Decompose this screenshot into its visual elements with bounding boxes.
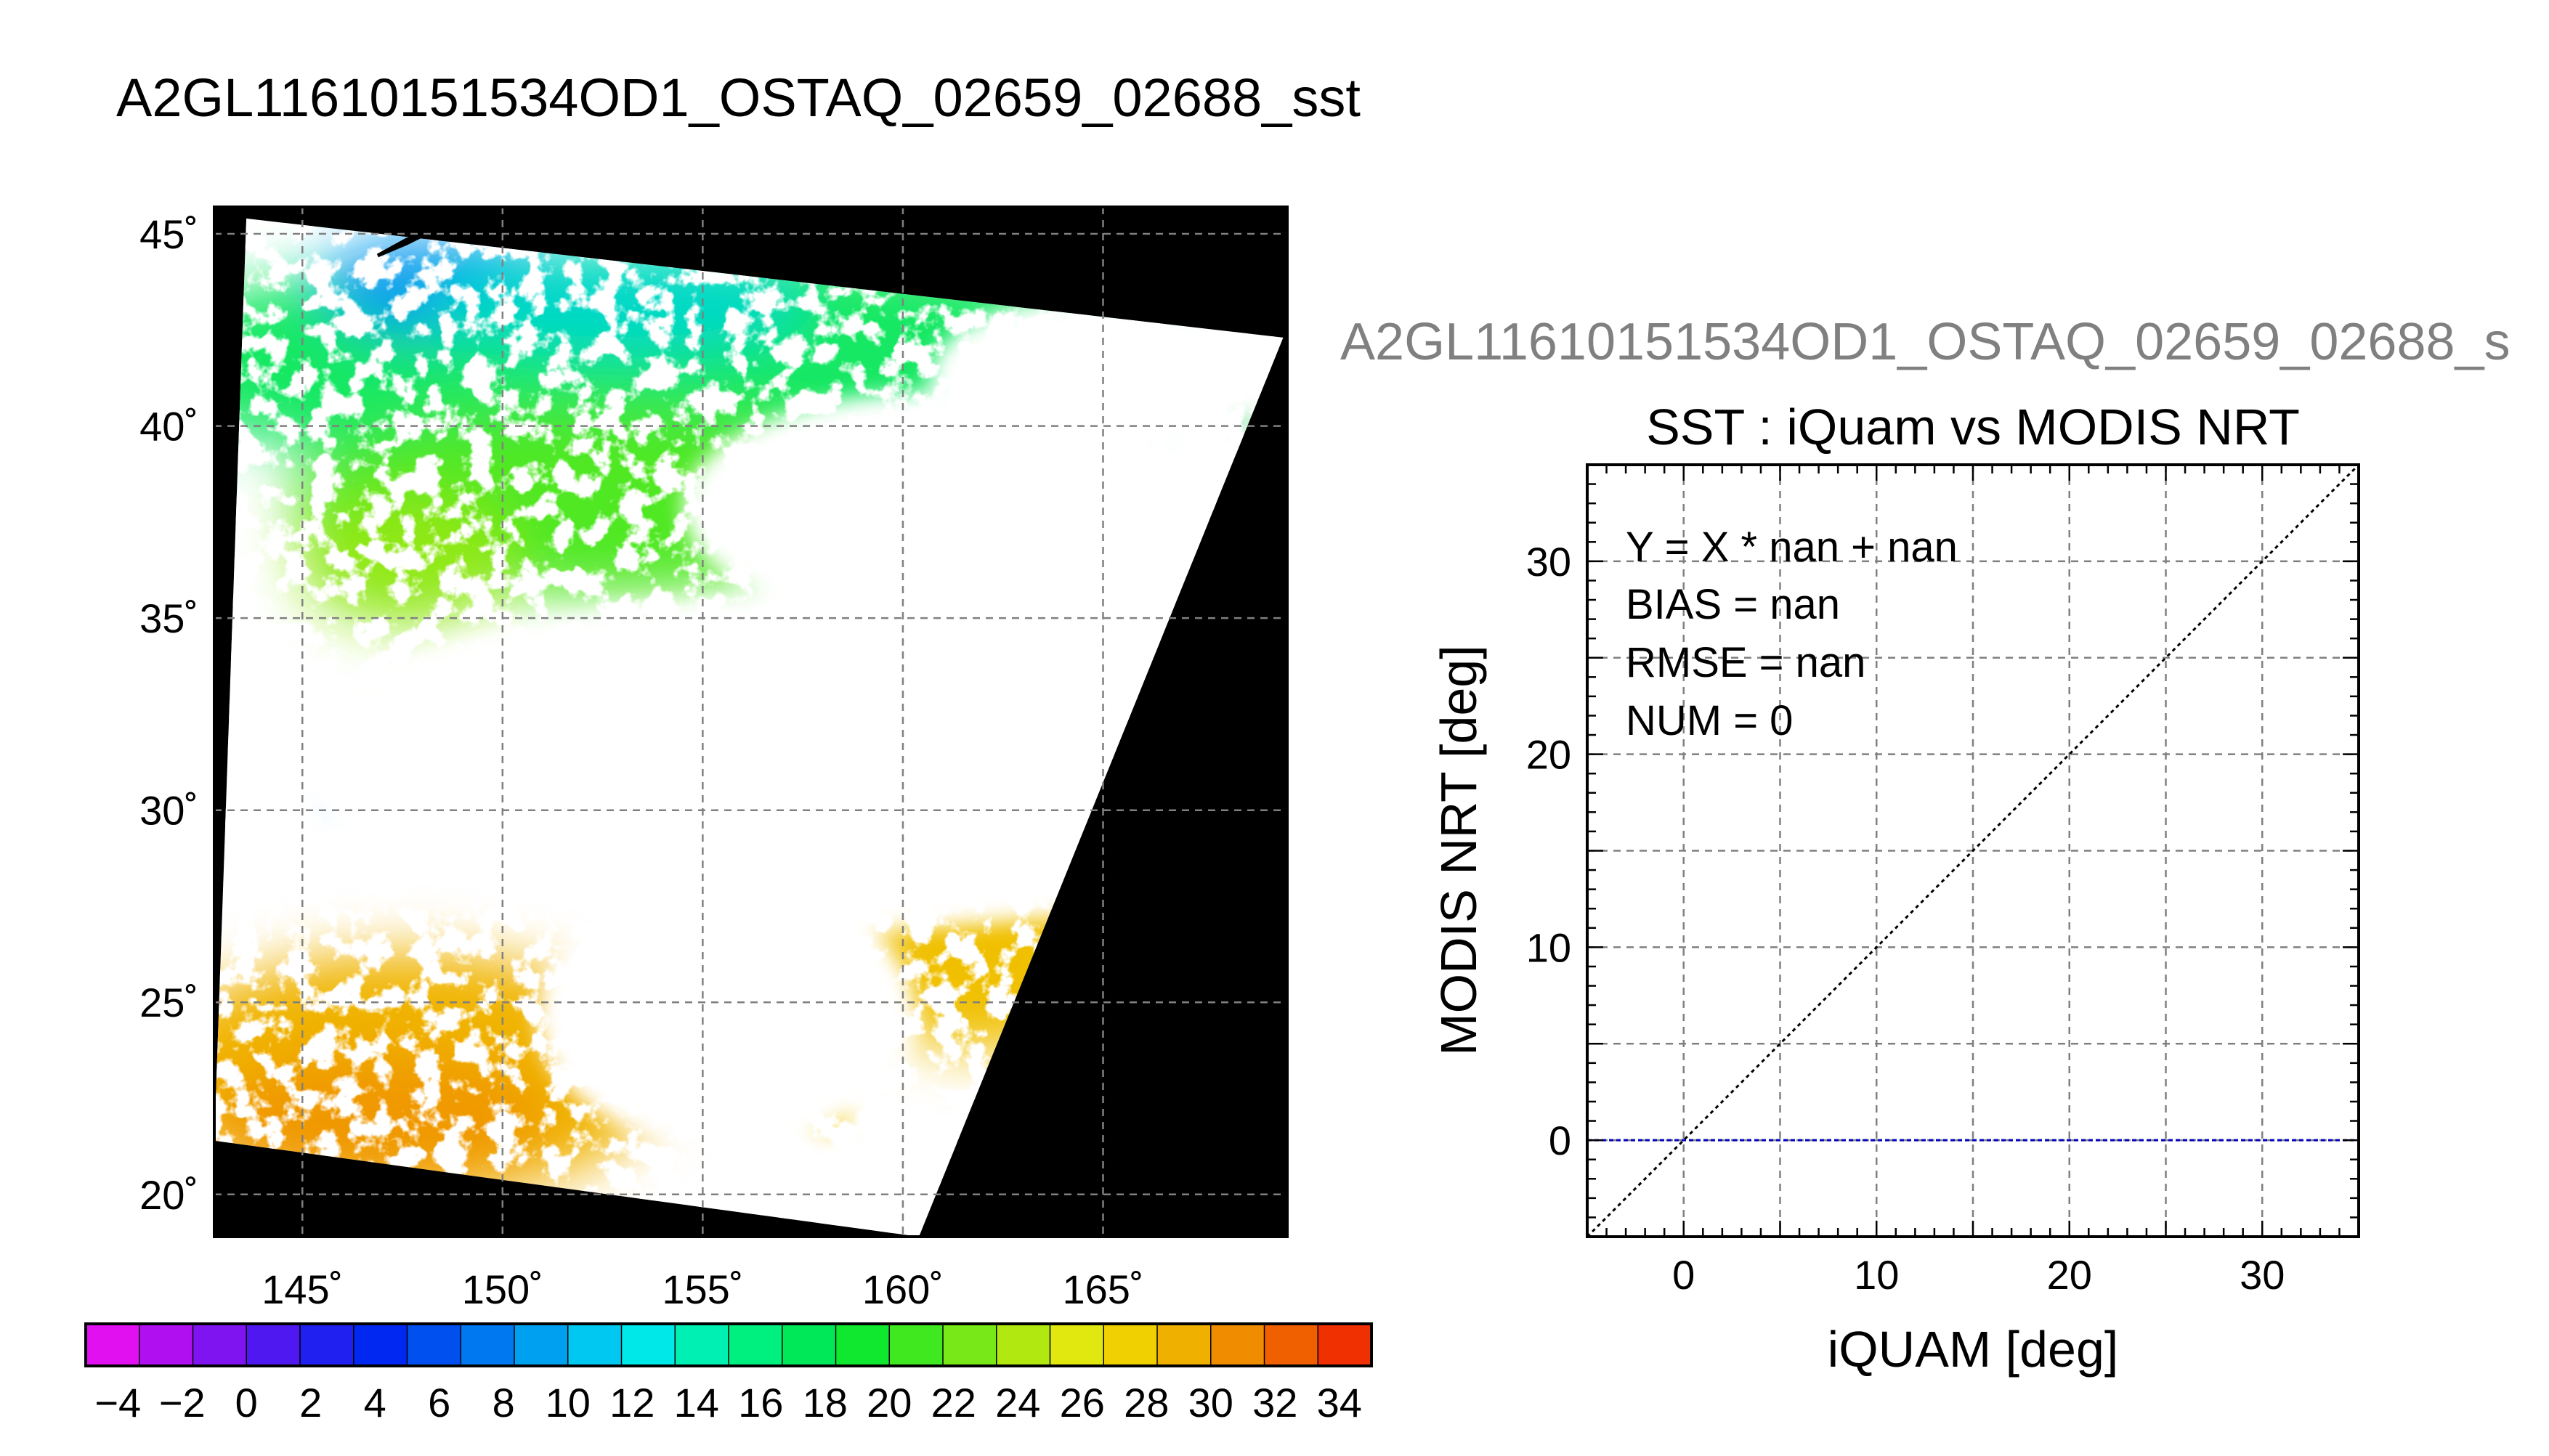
- map-y-tick-label: 20˚: [139, 1172, 198, 1218]
- map-x-tick-label: 150˚: [462, 1266, 543, 1312]
- scatter-minor-ticks: [1587, 465, 2359, 1237]
- map-x-tick-label: 160˚: [862, 1266, 944, 1312]
- colorbar-cell: [1103, 1324, 1158, 1366]
- stats-rmse: RMSE = nan: [1626, 639, 1865, 686]
- map-y-tick-label: 40˚: [139, 404, 198, 450]
- scatter-stats: Y = X * nan + nan BIAS = nan RMSE = nan …: [1626, 524, 1958, 744]
- colorbar-tick-label: 16: [738, 1380, 783, 1426]
- colorbar-tick-label: −2: [159, 1380, 206, 1426]
- colorbar-tick-label: 26: [1060, 1380, 1105, 1426]
- cloud-cover-southcentral: [538, 886, 915, 1147]
- colorbar-cell: [782, 1324, 836, 1366]
- colorbar-tick-label: 10: [546, 1380, 591, 1426]
- colorbar-tick-label: 24: [995, 1380, 1040, 1426]
- colorbar-tick-label: 0: [235, 1380, 258, 1426]
- map-y-tick-labels: 20˚ 25˚ 30˚ 35˚ 40˚ 45˚: [139, 211, 198, 1218]
- colorbar-tick-label: 20: [867, 1380, 912, 1426]
- scatter-x-tick-label: 20: [2047, 1252, 2092, 1298]
- map-y-tick-label: 30˚: [139, 788, 198, 834]
- map-frame: [213, 206, 1289, 1238]
- colorbar-cell: [193, 1324, 247, 1366]
- colorbar-tick-label: 32: [1252, 1380, 1297, 1426]
- scatter-x-tick-label: 30: [2240, 1252, 2285, 1298]
- colorbar-cell: [729, 1324, 783, 1366]
- map-y-tick-label: 35˚: [139, 595, 198, 641]
- colorbar-cell: [300, 1324, 354, 1366]
- stats-fit: Y = X * nan + nan: [1626, 524, 1958, 571]
- colorbar-cell: [246, 1324, 301, 1366]
- colorbar-cell: [943, 1324, 997, 1366]
- colorbar-cell: [1210, 1324, 1265, 1366]
- colorbar-tick-label: 34: [1317, 1380, 1362, 1426]
- colorbar-cell: [461, 1324, 515, 1366]
- colorbar-cell: [1157, 1324, 1212, 1366]
- scatter-y-tick-label: 0: [1549, 1118, 1571, 1163]
- colorbar-cell: [139, 1324, 193, 1366]
- sst-colorbar: −4 −2 0 2 4 6 8 10 12 14 16 18 20 22 24 26 28 30 32 34: [84, 1322, 1373, 1426]
- stats-bias: BIAS = nan: [1626, 581, 1840, 628]
- colorbar-tick-label: 12: [609, 1380, 655, 1426]
- colorbar-cell: [1318, 1324, 1372, 1366]
- cloud-cover-northeast: [930, 298, 1249, 457]
- land-sliver: [376, 217, 459, 258]
- stats-num: NUM = 0: [1626, 697, 1793, 744]
- map-x-tick-label: 155˚: [662, 1266, 743, 1312]
- scatter-figure-label: A2GL11610151534OD1_OSTAQ_02659_02688_s: [1340, 313, 2510, 371]
- colorbar-tick-label: 6: [428, 1380, 450, 1426]
- colorbar-cell: [1050, 1324, 1104, 1366]
- map-x-tick-label: 165˚: [1062, 1266, 1143, 1312]
- scatter-y-tick-label: 20: [1526, 732, 1571, 778]
- map-x-tick-labels: 145˚ 150˚ 155˚ 160˚ 165˚: [262, 1266, 1143, 1312]
- scatter-y-tick-labels: 0 10 20 30: [1526, 539, 1571, 1163]
- colorbar-cell: [1264, 1324, 1318, 1366]
- colorbar-cell: [353, 1324, 408, 1366]
- colorbar-tick-label: 28: [1124, 1380, 1169, 1426]
- scatter-x-tick-label: 10: [1854, 1252, 1899, 1298]
- colorbar-tick-label: 8: [493, 1380, 515, 1426]
- map-y-tick-label: 45˚: [139, 211, 198, 257]
- colorbar-tick-label: 2: [299, 1380, 322, 1426]
- colorbar-tick-label: 14: [674, 1380, 719, 1426]
- scatter-panel: A2GL11610151534OD1_OSTAQ_02659_02688_s S…: [1340, 313, 2510, 1378]
- colorbar-tick-label: 30: [1188, 1380, 1233, 1426]
- colorbar-frame: [84, 1322, 1373, 1367]
- scatter-x-tick-labels: 0 10 20 30: [1672, 1252, 2285, 1298]
- scatter-y-axis-label: MODIS NRT [deg]: [1430, 645, 1487, 1055]
- scatter-y-tick-label: 10: [1526, 924, 1571, 970]
- colorbar-cell: [621, 1324, 676, 1366]
- colorbar-cell: [996, 1324, 1050, 1366]
- colorbar-cell: [514, 1324, 569, 1366]
- scatter-x-axis-label: iQUAM [deg]: [1828, 1321, 2119, 1378]
- colorbar-cell: [86, 1324, 140, 1366]
- map-gridlines: [214, 207, 1287, 1237]
- scatter-x-tick-label: 0: [1672, 1252, 1695, 1298]
- colorbar-cell: [835, 1324, 890, 1366]
- colorbar-tick-label: 4: [364, 1380, 386, 1426]
- colorbar-cell: [407, 1324, 461, 1366]
- sst-map-panel: 145˚ 150˚ 155˚ 160˚ 165˚ 20˚ 25˚ 30˚ 35˚ 40˚ 45˚: [139, 206, 1289, 1312]
- scatter-title: SST : iQuam vs MODIS NRT: [1646, 399, 2300, 455]
- scatter-y-tick-label: 30: [1526, 539, 1571, 585]
- map-y-tick-label: 25˚: [139, 980, 198, 1025]
- colorbar-tick-label: −4: [94, 1380, 141, 1426]
- scatter-reference-lines: [1586, 463, 2360, 1238]
- colorbar-tick-label: 22: [931, 1380, 976, 1426]
- main-title: A2GL11610151534OD1_OSTAQ_02659_02688_sst: [116, 68, 1361, 128]
- one-to-one-line: [1586, 463, 2360, 1238]
- sst-field: [214, 218, 1284, 1237]
- colorbar-cell: [889, 1324, 944, 1366]
- colorbar-cell: [567, 1324, 622, 1366]
- colorbar-tick-label: 18: [803, 1380, 848, 1426]
- map-x-tick-label: 145˚: [262, 1266, 343, 1312]
- colorbar-cell: [675, 1324, 729, 1366]
